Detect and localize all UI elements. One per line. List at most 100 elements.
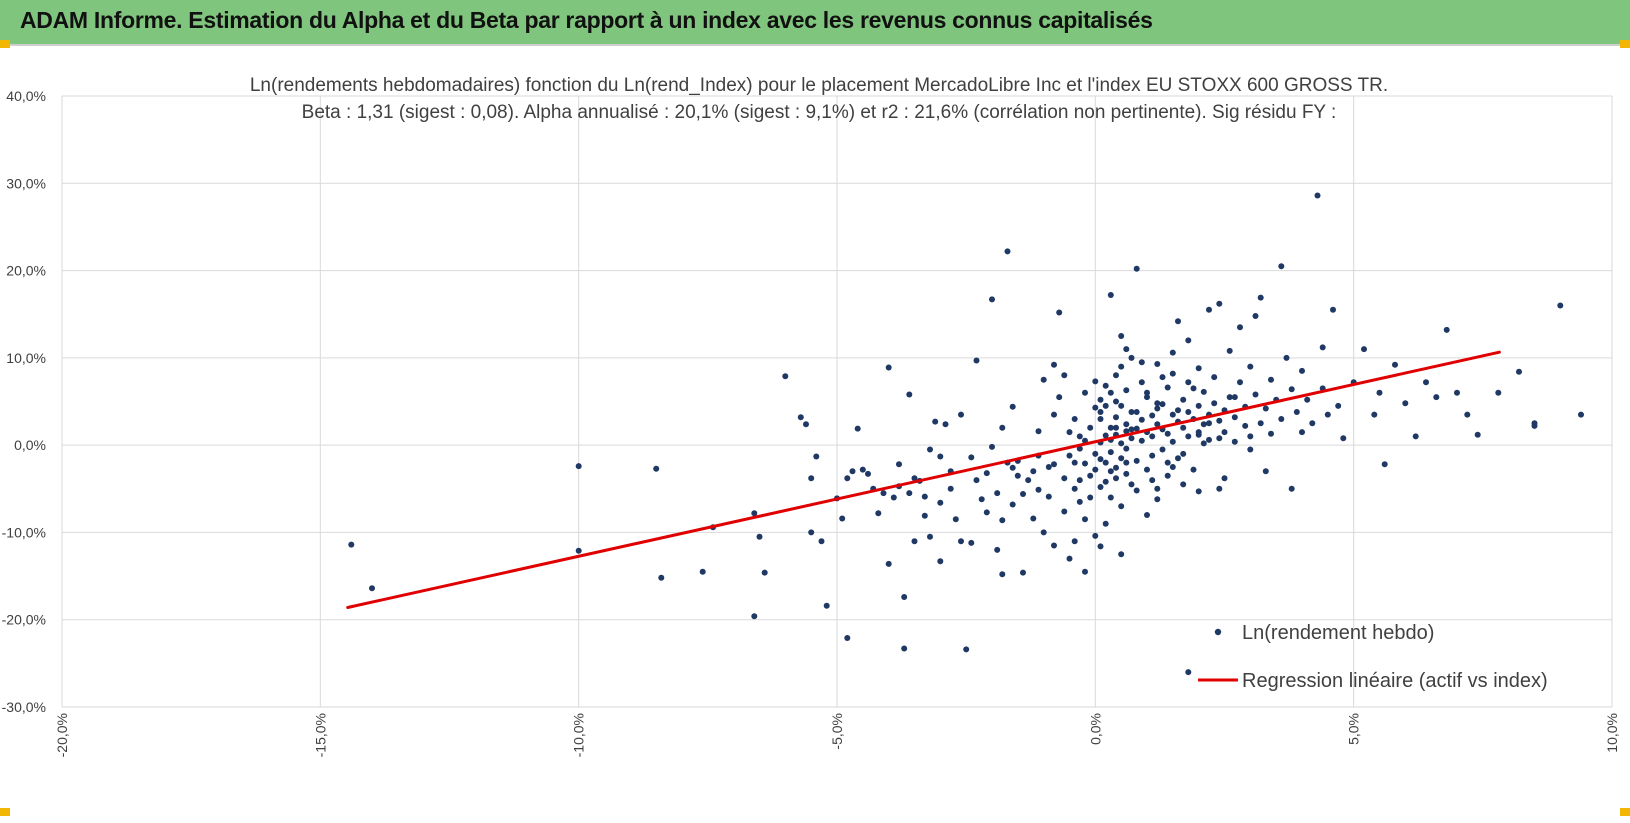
data-point [1165,385,1171,391]
data-point [1475,432,1481,438]
y-tick-label: 40,0% [6,88,46,104]
data-point [901,594,907,600]
data-point [999,425,1005,431]
data-point [1123,446,1129,452]
x-tick-label: 5,0% [1346,713,1362,745]
data-point [1123,421,1129,427]
data-point [844,635,850,641]
data-point [1092,467,1098,473]
data-point [1113,475,1119,481]
x-tick-label: -20,0% [54,713,70,757]
data-point [1103,383,1109,389]
data-point [974,358,980,364]
data-point [1180,451,1186,457]
data-point [1196,432,1202,438]
y-tick-label: 30,0% [6,175,46,191]
data-point [1118,333,1124,339]
data-point [1185,337,1191,343]
data-point [999,517,1005,523]
data-point [1149,477,1155,483]
data-point [1206,437,1212,443]
data-point [1185,669,1191,675]
data-point [1201,440,1207,446]
data-point [1134,409,1140,415]
data-point [1227,348,1233,354]
data-point [1082,516,1088,522]
data-point [1180,481,1186,487]
data-point [1196,403,1202,409]
regression-line [348,352,1500,607]
data-point [1103,403,1109,409]
corner-marker [0,808,10,816]
data-point [891,495,897,501]
data-point [1113,399,1119,405]
data-point [1216,435,1222,441]
data-point [757,534,763,540]
data-point [984,470,990,476]
report-banner: ADAM Informe. Estimation du Alpha et du … [0,0,1630,44]
data-point [1041,377,1047,383]
corner-marker [1620,808,1630,816]
data-point [1444,327,1450,333]
data-point [948,486,954,492]
data-point [1144,512,1150,518]
data-point [927,534,933,540]
legend-label-points: Ln(rendement hebdo) [1242,622,1434,644]
data-point [1165,431,1171,437]
data-point [813,454,819,460]
data-point [1160,374,1166,380]
chart-title-line2: Beta : 1,31 (sigest : 0,08). Alpha annua… [302,102,1337,123]
data-point [1051,543,1057,549]
data-point [906,392,912,398]
data-point [1382,461,1388,467]
data-point [1092,533,1098,539]
data-point [1191,467,1197,473]
data-point [1170,412,1176,418]
data-point [968,454,974,460]
data-point [1330,307,1336,313]
data-point [1185,409,1191,415]
regression-layer [348,352,1500,607]
data-point [1371,412,1377,418]
data-point [1242,423,1248,429]
data-point [1092,378,1098,384]
data-point [1154,361,1160,367]
data-point [1010,465,1016,471]
data-point [1087,425,1093,431]
data-point [1315,193,1321,199]
data-point [989,296,995,302]
data-point [937,558,943,564]
data-point [1061,509,1067,515]
data-point [1196,488,1202,494]
data-point [1216,486,1222,492]
data-point [886,561,892,567]
data-point [1118,440,1124,446]
x-tick-label: -15,0% [312,713,328,757]
data-point [1118,551,1124,557]
data-point [1118,403,1124,409]
data-point [1134,266,1140,272]
data-point [999,571,1005,577]
data-point [1170,371,1176,377]
data-point [1108,495,1114,501]
data-point [1268,431,1274,437]
data-point [1170,439,1176,445]
data-point [1247,364,1253,370]
data-point [1036,487,1042,493]
data-point [1289,486,1295,492]
data-point [1098,409,1104,415]
data-point [1154,400,1160,406]
data-point [1123,387,1129,393]
x-tick-label: 0,0% [1087,713,1103,745]
data-point [1402,400,1408,406]
data-point [927,447,933,453]
data-point [1216,418,1222,424]
data-point [932,419,938,425]
data-point [1134,458,1140,464]
data-point [1056,310,1062,316]
data-point [963,646,969,652]
data-point [912,538,918,544]
data-point [1253,313,1259,319]
data-point [860,467,866,473]
data-point [1118,364,1124,370]
